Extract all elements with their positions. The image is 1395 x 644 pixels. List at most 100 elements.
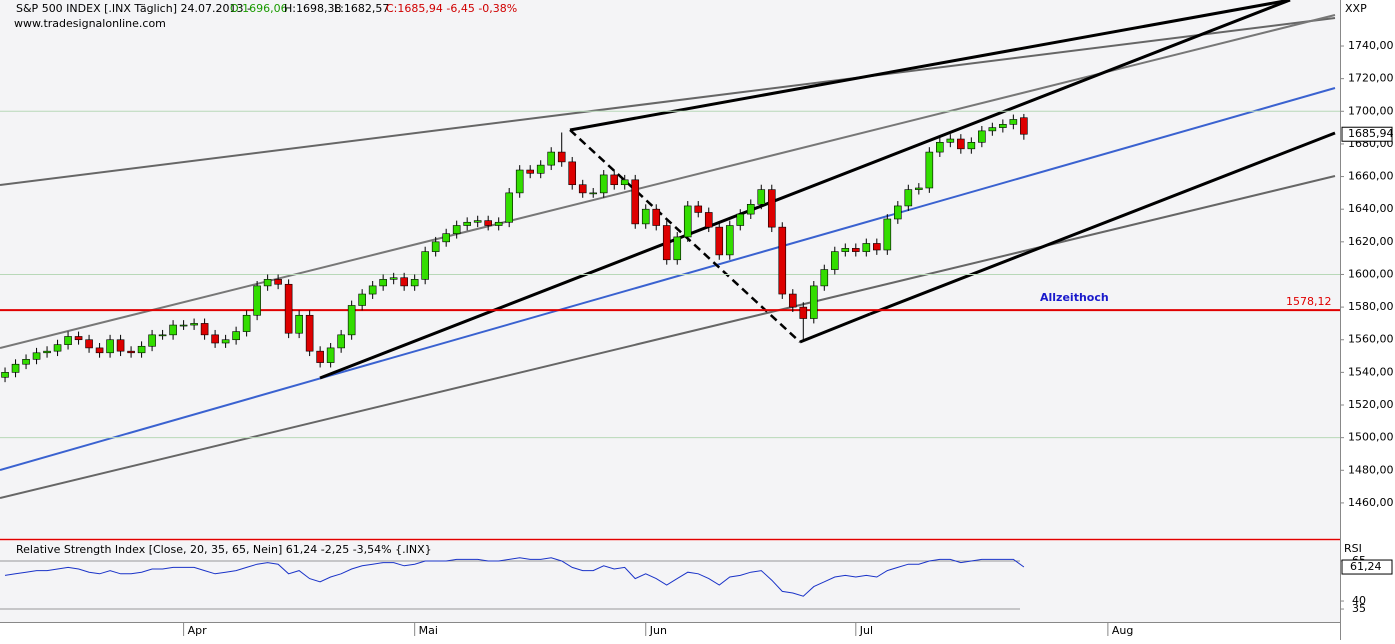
candle-body [883, 218, 892, 251]
candle-body [788, 293, 797, 308]
candle-body [263, 279, 272, 287]
candle-body [253, 285, 261, 316]
website: www.tradesignalonline.com [14, 17, 166, 30]
chart-title: S&P 500 INDEX [.INX Täglich] 24.07.2013 … [16, 2, 251, 15]
x-tick-label: Mai [419, 624, 438, 637]
candle-body [715, 226, 724, 256]
candle-body [1, 372, 9, 378]
candle-body [242, 314, 251, 332]
candle-body [116, 339, 125, 352]
candle-body [620, 179, 629, 186]
candle-body [683, 205, 692, 238]
symbol: XXP [1345, 2, 1367, 15]
y-tick-label: 1480,00 [1348, 463, 1394, 476]
candle-body [852, 248, 860, 252]
candle-body [200, 323, 209, 336]
candle-body [169, 324, 177, 336]
candle-body [316, 350, 324, 363]
candle-body [179, 324, 188, 327]
x-tick-label: Aug [1112, 624, 1133, 637]
y-tick-label: 1520,00 [1348, 398, 1394, 411]
candle-body [53, 344, 62, 352]
candle-body [32, 352, 41, 360]
rsi-line [4, 557, 1025, 597]
x-tick-label: Jun [649, 624, 667, 637]
candle-body [337, 334, 345, 349]
y-tick-label: 1540,00 [1348, 365, 1394, 378]
candle-body [22, 359, 30, 365]
rsi-last-label: 61,24 [1350, 560, 1382, 573]
y-tick-label: 1500,00 [1348, 431, 1394, 444]
y-tick-label: 1700,00 [1348, 104, 1394, 117]
candle-body [326, 347, 335, 363]
candle-body [673, 236, 682, 261]
candle-body [946, 138, 955, 143]
x-tick-label: Jul [859, 624, 873, 637]
candle-body [894, 205, 902, 220]
y-tick-label: 1460,00 [1348, 496, 1394, 509]
rsi-tick-label: 35 [1352, 602, 1366, 615]
candle-body [379, 279, 387, 287]
candle-body [641, 208, 650, 225]
rsi-label: RSI [1344, 542, 1362, 555]
trend-line [799, 312, 871, 344]
candle-body [232, 331, 240, 341]
candle-body [505, 192, 513, 223]
candle-body [988, 127, 997, 132]
trend-line [0, 87, 1336, 471]
trend-line [319, 0, 1291, 380]
candle-body [536, 164, 545, 174]
candle-body [95, 347, 104, 354]
candle-body [841, 248, 850, 252]
candle-body [494, 221, 503, 226]
candle-body [11, 363, 20, 373]
candle-body [221, 339, 230, 344]
close-text: C:1685,94 -6,45 -0,38% [386, 2, 517, 15]
candle-body [967, 141, 976, 150]
candle-body [610, 174, 619, 186]
candle-body [704, 212, 713, 228]
candle-body [725, 225, 734, 256]
high-text: H:1698,38 [284, 2, 341, 15]
candle-body [746, 203, 755, 215]
candle-body [85, 339, 93, 349]
candle-body [999, 124, 1007, 128]
rsi-title: Relative Strength Index [Close, 20, 35, … [16, 543, 432, 556]
candle-body [662, 225, 671, 261]
candle-body [820, 269, 829, 287]
candle-body [284, 283, 293, 334]
trend-line [0, 17, 1336, 186]
rsi-panel [0, 541, 1340, 622]
candle-body [148, 334, 156, 347]
candle-body [368, 285, 377, 295]
candle-body [64, 336, 72, 345]
candle-body [873, 243, 881, 251]
candle-body [778, 226, 787, 295]
candle-body [767, 189, 776, 228]
rsi-last-box [1341, 559, 1393, 575]
y-tick-label: 1600,00 [1348, 267, 1394, 280]
low-text: L:1682,57 [334, 2, 389, 15]
candle-body [599, 174, 608, 194]
candle-body [389, 277, 398, 280]
candle-body [809, 285, 818, 319]
candle-body [158, 334, 167, 337]
candle-body [925, 151, 934, 189]
candle-body [904, 189, 913, 207]
candle-body [305, 314, 314, 352]
candle-body [978, 130, 986, 143]
candle-body [736, 213, 745, 226]
candle-body [274, 279, 282, 285]
candle-body [43, 350, 51, 354]
y-tick-label: 1740,00 [1348, 39, 1394, 52]
candle-body [526, 169, 535, 174]
annotation-text: Allzeithoch [1040, 291, 1109, 304]
y-tick-label: 1560,00 [1348, 333, 1394, 346]
candle-body [484, 220, 492, 226]
candle-body [400, 277, 408, 287]
candle-body [190, 323, 198, 326]
candle-body [442, 233, 450, 243]
candle-body [862, 243, 871, 252]
candle-body [652, 208, 661, 226]
